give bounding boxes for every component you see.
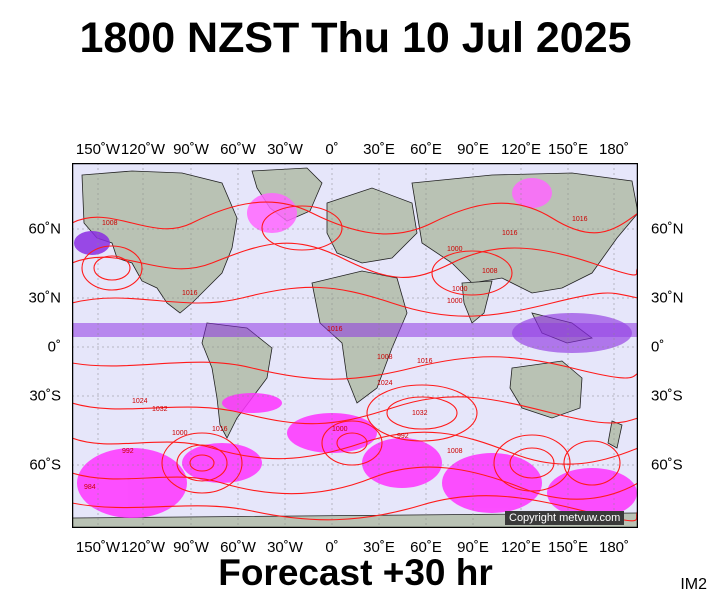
image-code-label: IM2	[680, 576, 707, 593]
rain-area	[77, 448, 187, 518]
isobar-label: 1016	[502, 230, 518, 237]
rain-area	[442, 453, 542, 513]
isobar-label: 1016	[182, 290, 198, 297]
lon-label-bottom-150e: 150˚E	[547, 539, 589, 556]
precipitation-areas	[72, 178, 638, 518]
lat-label-right-30n: 30˚N	[651, 289, 684, 307]
rain-band-itcz	[72, 323, 638, 337]
isobar-label: 1000	[447, 246, 463, 253]
lat-label-left-30n: 30˚N	[28, 289, 61, 307]
weather-map: 1008 1016 1016 1000 1008 1016 1024 1032 …	[72, 163, 638, 528]
lon-label-bottom-120e: 120˚E	[500, 539, 542, 556]
lon-label-bottom-180: 180˚	[598, 539, 630, 556]
isobar-label: 1000	[332, 426, 348, 433]
rain-area	[182, 443, 262, 483]
isobar-label: 1008	[447, 448, 463, 455]
lon-label-top-180: 180˚	[598, 141, 630, 158]
lat-label-left-0: 0˚	[47, 338, 61, 356]
lon-label-top-60w: 60˚W	[220, 141, 256, 158]
lon-label-top-150w: 150˚W	[75, 141, 121, 158]
lon-label-bottom-150w: 150˚W	[75, 539, 121, 556]
copyright-label: Copyright metvuw.com	[505, 511, 625, 525]
isobar-label: 1024	[377, 380, 393, 387]
isobar-label: 992	[122, 448, 134, 455]
rain-area	[547, 468, 637, 518]
landmass-asia	[411, 172, 638, 294]
isobar-label: 1008	[102, 220, 118, 227]
lat-label-right-30s: 30˚S	[651, 387, 683, 405]
isobar-label: 1008	[482, 268, 498, 275]
isobar-label: 1016	[212, 426, 228, 433]
isobar-label: 984	[84, 484, 96, 491]
lon-label-bottom-60e: 60˚E	[410, 539, 442, 556]
lon-label-top-30e: 30˚E	[363, 141, 395, 158]
rain-area	[222, 393, 282, 413]
rain-area	[512, 178, 552, 208]
isobar-label: 1000	[452, 286, 468, 293]
lon-label-bottom-30e: 30˚E	[363, 539, 395, 556]
forecast-hour-label: Forecast +30 hr	[218, 552, 493, 593]
isobar-label: 1016	[417, 358, 433, 365]
isobars	[72, 201, 638, 522]
landmass-north-america	[81, 170, 238, 314]
lon-label-bottom-60w: 60˚W	[220, 539, 256, 556]
lon-label-top-30w: 30˚W	[267, 141, 303, 158]
lon-label-top-90e: 90˚E	[457, 141, 489, 158]
lat-label-left-30s: 30˚S	[29, 387, 61, 405]
lon-label-top-90w: 90˚W	[173, 141, 209, 158]
landmass-new-zealand	[607, 420, 623, 449]
isobar-label: 992	[397, 433, 409, 440]
lat-label-right-60n: 60˚N	[651, 220, 684, 238]
landmass-greenland	[251, 167, 323, 222]
isobar-label: 1032	[152, 406, 168, 413]
landmass-antarctica	[72, 512, 638, 528]
landmass-australia	[509, 360, 583, 419]
lat-label-left-60n: 60˚N	[28, 220, 61, 238]
rain-area	[362, 438, 442, 488]
lon-label-bottom-30w: 30˚W	[267, 539, 303, 556]
map-frame	[72, 163, 638, 528]
lat-label-right-60s: 60˚S	[651, 456, 683, 474]
isobar-label: 1032	[412, 410, 428, 417]
forecast-time-title: 1800 NZST Thu 10 Jul 2025	[79, 14, 632, 62]
lon-label-top-120w: 120˚W	[120, 141, 166, 158]
lon-label-top-0: 0˚	[325, 141, 339, 158]
rain-area	[74, 231, 110, 255]
isobar-label: 1016	[327, 326, 343, 333]
isobar-label: 1008	[377, 354, 393, 361]
isobar-label: 1016	[572, 216, 588, 223]
isobar-label: 1000	[172, 430, 188, 437]
isobar-label: 1000	[447, 298, 463, 305]
lon-label-bottom-120w: 120˚W	[120, 539, 166, 556]
landmass-europe	[326, 187, 418, 264]
lon-label-top-60e: 60˚E	[410, 141, 442, 158]
lon-label-top-150e: 150˚E	[547, 141, 589, 158]
lon-label-bottom-0: 0˚	[325, 539, 339, 556]
lon-label-bottom-90e: 90˚E	[457, 539, 489, 556]
lat-label-left-60s: 60˚S	[29, 456, 61, 474]
isobar-label: 1024	[132, 398, 148, 405]
isobar-labels: 1008 1016 1016 1000 1008 1016 1024 1032 …	[84, 216, 588, 491]
rain-area	[512, 313, 632, 353]
landmass-india	[461, 280, 493, 324]
lat-label-right-0: 0˚	[651, 338, 665, 356]
lon-label-top-120e: 120˚E	[500, 141, 542, 158]
lon-label-bottom-90w: 90˚W	[173, 539, 209, 556]
